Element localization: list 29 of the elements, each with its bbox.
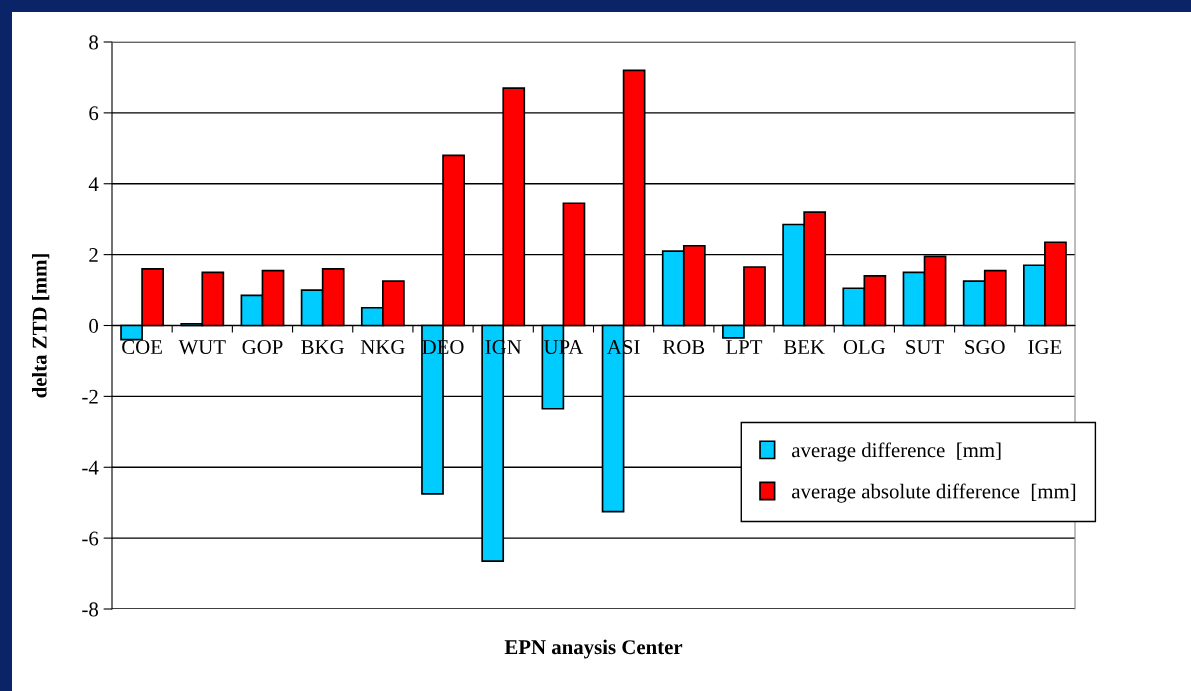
y-tick-label: -2: [82, 389, 98, 404]
x-tick-label: WUT: [178, 340, 226, 355]
y-tick-label: 2: [89, 248, 98, 262]
x-tick-label: DEO: [422, 340, 464, 355]
x-tick-label: OLG: [843, 340, 886, 355]
x-tick-label: BKG: [301, 340, 344, 355]
x-tick-label: LPT: [726, 340, 763, 354]
y-tick-label: -4: [82, 460, 99, 475]
x-tick-label: SUT: [906, 340, 944, 355]
y-tick-label: 6: [89, 106, 99, 121]
y-axis-title: delta ZTD [mm]: [32, 254, 50, 398]
legend-label: average absolute difference [mm]: [792, 483, 1076, 503]
y-tick-label: -6: [82, 531, 99, 546]
y-tick-label: 4: [88, 177, 99, 191]
x-tick-label: BEK: [783, 340, 825, 354]
x-tick-label: ROB: [662, 340, 705, 355]
x-tick-label: GOP: [242, 340, 283, 355]
x-tick-label: COE: [122, 340, 162, 355]
x-tick-label: IGN: [485, 340, 522, 355]
x-tick-label: NKG: [360, 340, 405, 355]
x-tick-label: UPA: [543, 340, 584, 355]
y-tick-label: -8: [82, 602, 99, 617]
y-tick-label: 8: [89, 35, 99, 50]
x-tick-label: SGO: [965, 340, 1005, 355]
x-axis-title: EPN anaysis Center: [504, 639, 683, 659]
y-tick-label: 0: [89, 318, 99, 333]
legend-label: average difference [mm]: [792, 442, 1001, 462]
x-tick-label: IGE: [1028, 340, 1062, 355]
x-tick-label: ASI: [607, 340, 640, 355]
